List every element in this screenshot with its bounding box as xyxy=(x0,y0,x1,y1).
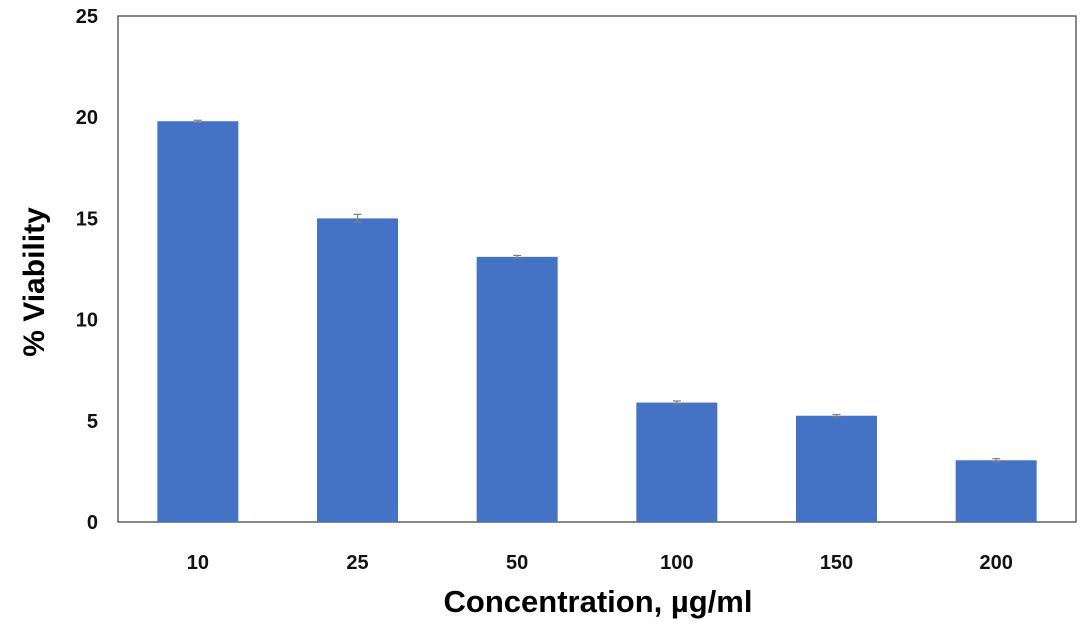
x-tick-label-200: 200 xyxy=(979,552,1012,574)
error-bar-50 xyxy=(513,254,522,259)
y-tick-label-0: 0 xyxy=(87,512,98,534)
bar-100 xyxy=(636,402,718,522)
error-bar-100 xyxy=(672,400,681,405)
bar-200 xyxy=(955,460,1037,522)
error-bar-200 xyxy=(992,458,1001,463)
x-tick-label-10: 10 xyxy=(187,552,209,574)
plot-area-border xyxy=(117,15,1077,523)
error-bar-10 xyxy=(193,119,202,123)
y-tick-label-25: 25 xyxy=(76,6,98,28)
x-tick-label-150: 150 xyxy=(820,552,853,574)
y-tick-label-5: 5 xyxy=(87,411,98,433)
error-bar-150 xyxy=(832,413,841,418)
x-tick-labels: 10 25 50 100 150 200 xyxy=(187,552,1013,574)
error-bar-25 xyxy=(353,213,362,224)
x-tick-label-25: 25 xyxy=(346,552,368,574)
y-axis-title: % Viability xyxy=(18,207,51,357)
error-bars-layer xyxy=(193,119,1001,463)
bar-150 xyxy=(796,415,877,522)
y-tick-label-10: 10 xyxy=(76,310,98,332)
bar-25 xyxy=(317,218,398,522)
x-axis-title: Concentration, µg/ml xyxy=(444,584,753,619)
y-tick-labels: 0 5 10 15 20 25 xyxy=(76,6,98,534)
plot-frame-layer xyxy=(117,15,1077,523)
bars-layer xyxy=(157,121,1037,523)
bar-10 xyxy=(157,121,239,523)
bar-50 xyxy=(476,256,558,522)
x-tick-label-100: 100 xyxy=(660,552,693,574)
x-tick-label-50: 50 xyxy=(506,552,528,574)
y-tick-label-15: 15 xyxy=(76,208,98,230)
y-tick-label-20: 20 xyxy=(76,107,98,129)
